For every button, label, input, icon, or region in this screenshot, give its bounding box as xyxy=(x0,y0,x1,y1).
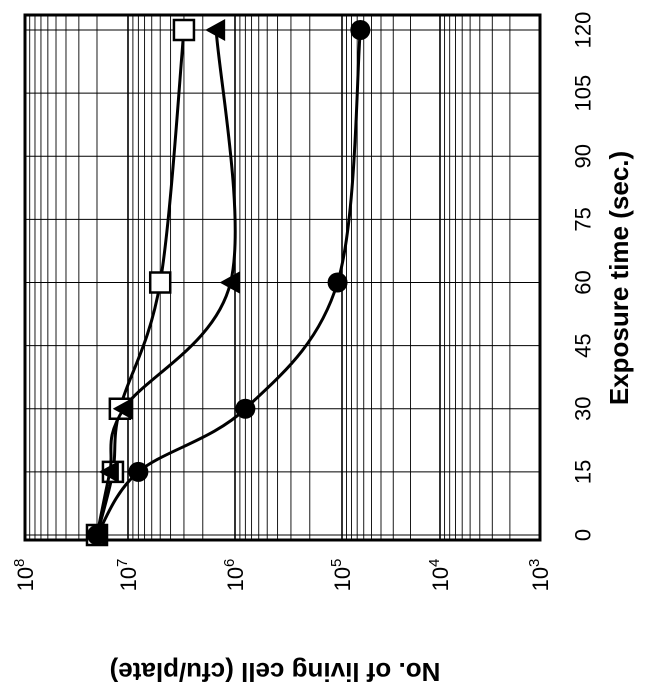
x-tick-labels: 0 15 30 45 60 75 90 105 120 xyxy=(571,12,596,541)
y-tick-exponent: 7 xyxy=(114,559,131,567)
data-point-triangle xyxy=(219,271,240,294)
data-point-square xyxy=(148,271,172,294)
grid xyxy=(25,15,541,540)
data-point-circle xyxy=(235,398,256,419)
data-point-triangle xyxy=(205,19,226,41)
x-tick-label: 30 xyxy=(571,397,596,421)
x-tick-label: 45 xyxy=(571,333,596,357)
y-tick-label: 108 xyxy=(11,559,38,592)
y-tick-label: 103 xyxy=(526,559,553,592)
data-point-circle xyxy=(86,525,107,545)
x-tick-label: 105 xyxy=(571,75,596,112)
y-tick-label: 107 xyxy=(114,559,141,592)
y-tick-exponent: 4 xyxy=(426,559,443,567)
y-axis-title: No. of living cell (cfu/plate) xyxy=(110,657,441,687)
data-point-triangle xyxy=(112,397,133,420)
data-point-triangle xyxy=(98,460,119,483)
y-tick-label: 106 xyxy=(221,559,248,592)
y-tick-exponent: 5 xyxy=(328,559,345,567)
data-point-circle xyxy=(327,272,348,293)
y-tick-label: 105 xyxy=(328,559,355,592)
y-tick-exponent: 8 xyxy=(11,559,28,567)
data-point-circle xyxy=(128,461,149,482)
data-point-circle xyxy=(350,20,371,40)
plot-frame xyxy=(23,13,542,542)
data-point-square xyxy=(172,18,196,42)
y-tick-labels: 108 107 106 105 104 103 xyxy=(11,559,553,592)
x-tick-label: 15 xyxy=(571,460,596,484)
y-tick-exponent: 3 xyxy=(526,559,543,567)
series-group xyxy=(85,18,371,547)
y-tick-exponent: 6 xyxy=(221,559,238,567)
y-tick-label: 104 xyxy=(426,559,453,592)
x-tick-label: 60 xyxy=(571,270,596,294)
x-tick-label: 75 xyxy=(571,207,596,231)
x-tick-label: 0 xyxy=(571,529,596,541)
x-tick-label: 120 xyxy=(571,12,596,49)
x-axis-title: Exposure time (sec.) xyxy=(604,151,634,405)
x-tick-label: 90 xyxy=(571,144,596,168)
